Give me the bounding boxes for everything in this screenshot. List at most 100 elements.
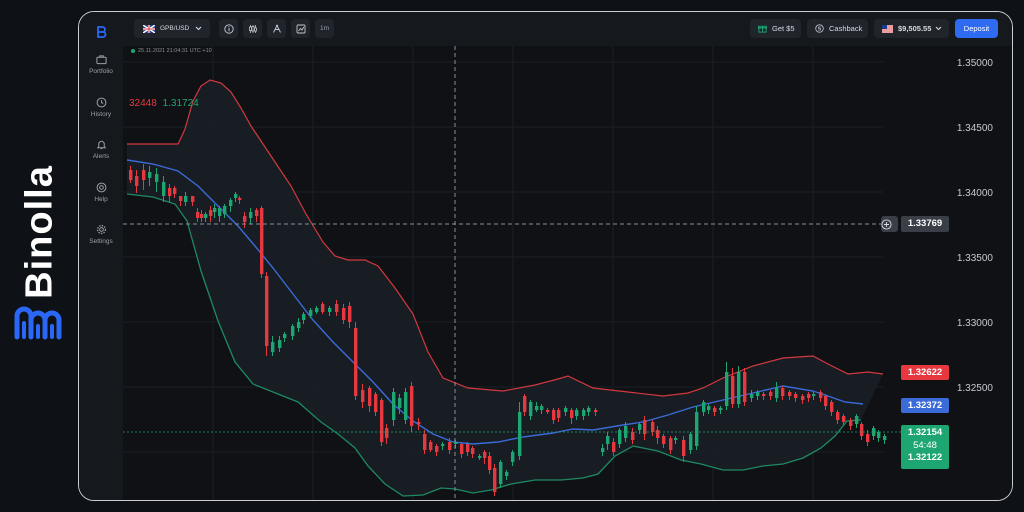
candle-body	[249, 212, 253, 218]
sidebar: Portfolio History Alerts Help Settings	[79, 12, 124, 500]
candle-body	[168, 188, 172, 196]
candle-body	[877, 432, 881, 438]
candle-body	[836, 412, 840, 420]
deposit-label: Deposit	[963, 24, 990, 33]
price-tick: 1.34000	[956, 188, 993, 199]
candle-body	[315, 308, 319, 312]
candle-body	[429, 442, 433, 450]
sidebar-item-alerts[interactable]: Alerts	[79, 139, 123, 160]
candle-body	[155, 174, 159, 182]
plus-circle-icon	[881, 218, 892, 230]
middle-band-price-label: 1.32372	[901, 398, 949, 413]
candle-body	[173, 188, 177, 194]
get-bonus-label: Get $5	[772, 24, 795, 33]
indicator-upper-value: 32448	[129, 98, 157, 109]
candle-body	[483, 452, 487, 458]
cashback-icon	[815, 24, 824, 33]
price-tick: 1.35000	[956, 58, 993, 69]
candle-body	[410, 386, 414, 426]
candle-body	[404, 392, 408, 420]
timeframe-button[interactable]: 1m	[315, 19, 334, 38]
current-price-value: 1.32154	[907, 427, 943, 438]
asset-selector[interactable]: GPB/USD	[134, 19, 210, 38]
candle-body	[587, 408, 591, 412]
account-balance-selector[interactable]: $9,505.55	[874, 19, 949, 38]
candle-body	[380, 400, 384, 442]
candle-body	[142, 170, 146, 180]
app-window: Portfolio History Alerts Help Settings G…	[78, 11, 1013, 501]
chevron-down-icon	[195, 26, 202, 31]
candle-body	[204, 214, 208, 218]
candle-body	[148, 172, 152, 178]
candle-body	[638, 424, 642, 430]
candle-body	[662, 436, 666, 444]
candle-body	[689, 434, 693, 450]
candle-body	[750, 394, 754, 398]
sidebar-item-history[interactable]: History	[79, 97, 123, 118]
candle-body	[860, 424, 864, 436]
candle-body	[656, 430, 660, 438]
candle-body	[801, 396, 805, 400]
candle-body	[540, 406, 544, 410]
candle-body	[196, 212, 200, 218]
candle-body	[348, 306, 352, 322]
indicators-button[interactable]	[291, 19, 310, 38]
candle-body	[819, 392, 823, 398]
get-bonus-button[interactable]: Get $5	[750, 19, 801, 38]
cashback-button[interactable]: Cashback	[807, 19, 868, 38]
candle-body	[737, 372, 741, 404]
candle-body	[824, 396, 828, 406]
candle-body	[794, 394, 798, 398]
candle-body	[788, 392, 792, 396]
sidebar-item-help[interactable]: Help	[79, 182, 123, 203]
candle-body	[342, 308, 346, 320]
drawing-tools-button[interactable]	[267, 19, 286, 38]
candle-body	[631, 432, 635, 440]
sidebar-item-label: History	[90, 111, 112, 118]
info-icon	[223, 23, 234, 34]
chart-type-button[interactable]	[243, 19, 262, 38]
candle-body	[243, 216, 247, 222]
cashback-label: Cashback	[829, 24, 863, 33]
candle-body	[129, 170, 133, 180]
candle-body	[575, 410, 579, 416]
candle-body	[234, 194, 238, 198]
price-chart[interactable]: 25.11.2021 21:04:31 UTC +10 32448 1.3172…	[123, 46, 1012, 500]
candle-body	[179, 196, 183, 201]
candle-body	[866, 434, 870, 442]
candle-body	[368, 388, 372, 406]
candle-body	[218, 208, 222, 216]
brand-panel: Binolla	[0, 0, 78, 512]
sidebar-item-portfolio[interactable]: Portfolio	[79, 54, 123, 75]
drawing-tool-icon	[272, 23, 281, 33]
candle-body	[321, 304, 325, 312]
candle-body	[695, 412, 699, 446]
chart-timestamp: 25.11.2021 21:04:31 UTC +10	[138, 48, 212, 54]
indicator-values: 32448 1.31724	[129, 98, 199, 109]
info-button[interactable]	[219, 19, 238, 38]
uk-flag-icon	[143, 24, 155, 33]
candle-body	[643, 420, 647, 434]
candle-body	[682, 440, 686, 456]
candle-body	[651, 422, 655, 432]
candle-body	[493, 468, 497, 492]
candle-body	[756, 392, 760, 396]
candle-body	[601, 448, 605, 452]
candlestick-icon	[248, 24, 257, 33]
candle-body	[725, 372, 729, 406]
candle-body	[618, 430, 622, 444]
candle-body	[223, 206, 227, 214]
add-alert-button[interactable]	[881, 216, 898, 232]
chart-canvas[interactable]	[123, 46, 1012, 500]
sidebar-item-settings[interactable]: Settings	[79, 224, 123, 245]
candle-body	[812, 394, 816, 396]
candle-body	[535, 406, 539, 410]
candle-body	[278, 340, 282, 348]
candle-body	[423, 434, 427, 450]
candle-body	[283, 334, 287, 338]
bollinger-band-fill	[127, 80, 883, 496]
candle-body	[499, 462, 503, 484]
candle-body	[570, 410, 574, 418]
candle-body	[775, 388, 779, 398]
deposit-button[interactable]: Deposit	[955, 19, 998, 38]
